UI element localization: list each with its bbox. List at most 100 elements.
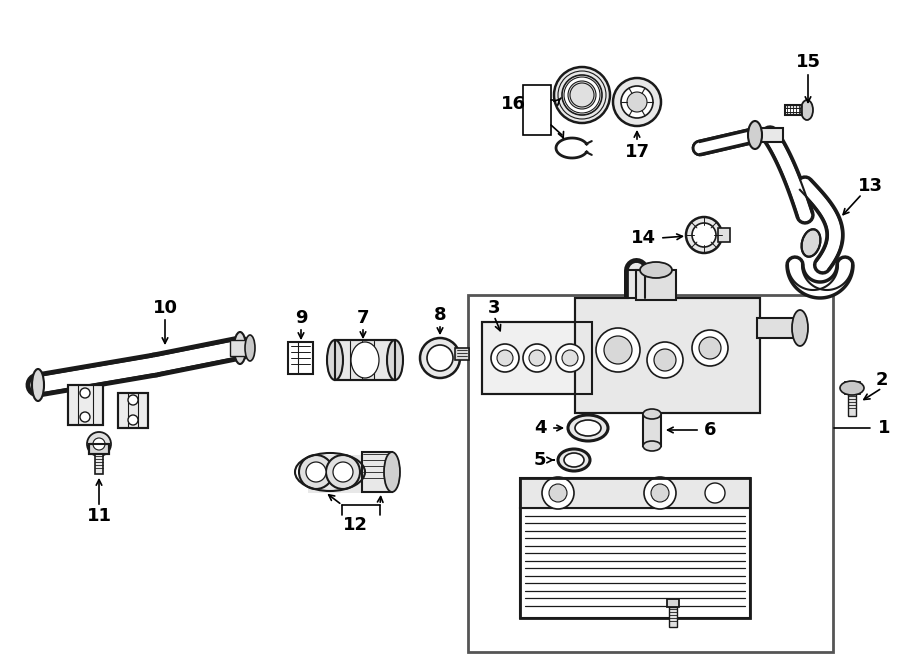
Circle shape: [542, 477, 574, 509]
Ellipse shape: [640, 262, 672, 278]
Circle shape: [627, 92, 647, 112]
Bar: [288, 342, 313, 374]
Bar: [520, 478, 750, 618]
Text: 14: 14: [631, 229, 655, 247]
Circle shape: [427, 345, 453, 371]
Bar: [308, 455, 363, 493]
Text: 8: 8: [434, 306, 446, 324]
Text: 7: 7: [356, 309, 369, 327]
Circle shape: [562, 75, 602, 115]
Circle shape: [80, 412, 90, 422]
Ellipse shape: [234, 332, 246, 364]
Ellipse shape: [558, 449, 590, 471]
Circle shape: [699, 337, 721, 359]
Bar: [669, 607, 677, 627]
Ellipse shape: [748, 121, 762, 149]
Circle shape: [420, 338, 460, 378]
Circle shape: [523, 344, 551, 372]
Bar: [785, 105, 807, 115]
Circle shape: [80, 388, 90, 398]
Circle shape: [562, 350, 578, 366]
Circle shape: [306, 462, 326, 482]
Bar: [118, 393, 148, 428]
Text: 17: 17: [625, 143, 650, 161]
Circle shape: [651, 484, 669, 502]
Circle shape: [491, 344, 519, 372]
Bar: [335, 340, 395, 380]
Circle shape: [556, 344, 584, 372]
Circle shape: [705, 483, 725, 503]
Bar: [68, 385, 103, 425]
Text: 13: 13: [858, 177, 883, 195]
Text: 6: 6: [704, 421, 716, 439]
Text: 10: 10: [152, 299, 177, 317]
Bar: [482, 322, 592, 394]
Bar: [89, 444, 109, 454]
Circle shape: [333, 462, 353, 482]
Bar: [848, 394, 856, 416]
Text: 1: 1: [878, 419, 890, 437]
Bar: [482, 322, 592, 394]
Circle shape: [654, 349, 676, 371]
Circle shape: [644, 477, 676, 509]
Circle shape: [554, 67, 610, 123]
Circle shape: [87, 432, 111, 456]
Bar: [335, 340, 395, 380]
Bar: [575, 298, 760, 413]
Bar: [636, 270, 676, 300]
Text: 15: 15: [796, 53, 821, 71]
Bar: [89, 444, 109, 454]
Ellipse shape: [351, 342, 379, 378]
Bar: [118, 393, 148, 428]
Ellipse shape: [801, 100, 813, 120]
Text: 4: 4: [534, 419, 546, 437]
Bar: [785, 108, 807, 112]
Bar: [718, 228, 730, 242]
Ellipse shape: [568, 415, 608, 441]
Bar: [845, 382, 860, 394]
Circle shape: [621, 86, 653, 118]
Circle shape: [686, 217, 722, 253]
Ellipse shape: [643, 409, 661, 419]
Circle shape: [529, 350, 545, 366]
Circle shape: [604, 336, 632, 364]
Circle shape: [497, 350, 513, 366]
Ellipse shape: [792, 310, 808, 346]
Bar: [643, 414, 661, 446]
Bar: [95, 454, 103, 474]
Circle shape: [299, 455, 333, 489]
Bar: [667, 599, 679, 607]
Text: 3: 3: [488, 299, 500, 317]
Circle shape: [326, 455, 360, 489]
Ellipse shape: [802, 229, 821, 257]
Bar: [575, 298, 760, 413]
Ellipse shape: [575, 420, 601, 436]
Circle shape: [128, 415, 138, 425]
Bar: [230, 340, 250, 356]
Circle shape: [647, 342, 683, 378]
Ellipse shape: [643, 441, 661, 451]
Bar: [523, 85, 551, 135]
Text: 9: 9: [295, 309, 307, 327]
Bar: [757, 318, 802, 338]
Text: 12: 12: [343, 516, 367, 534]
Ellipse shape: [564, 453, 584, 467]
Circle shape: [128, 395, 138, 405]
Ellipse shape: [327, 340, 343, 380]
Circle shape: [596, 328, 640, 372]
Text: 11: 11: [86, 507, 112, 525]
Bar: [68, 385, 103, 425]
Text: 5: 5: [534, 451, 546, 469]
Circle shape: [692, 223, 716, 247]
Ellipse shape: [245, 335, 255, 361]
Ellipse shape: [32, 369, 44, 401]
Circle shape: [93, 438, 105, 450]
Bar: [755, 128, 783, 142]
Text: 2: 2: [876, 371, 888, 389]
Bar: [520, 478, 750, 508]
Ellipse shape: [384, 452, 400, 492]
Text: 16: 16: [500, 95, 526, 113]
Bar: [468, 295, 833, 652]
Bar: [362, 452, 392, 492]
Ellipse shape: [840, 381, 864, 395]
